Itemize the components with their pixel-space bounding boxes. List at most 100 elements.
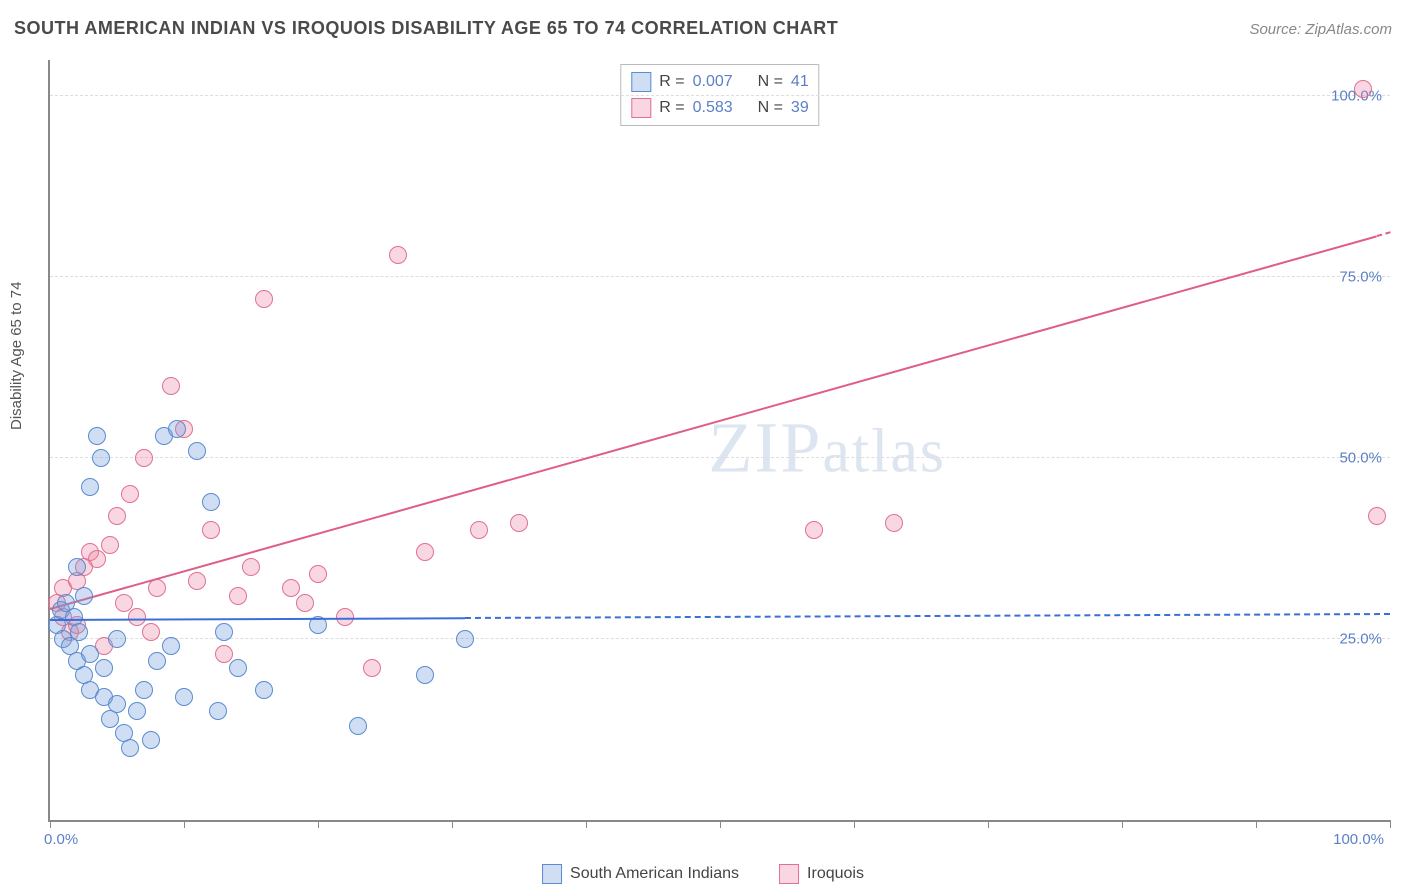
data-point-pink bbox=[115, 594, 133, 612]
data-point-blue bbox=[215, 623, 233, 641]
data-point-blue bbox=[229, 659, 247, 677]
data-point-pink bbox=[121, 485, 139, 503]
chart-plot-area: ZIPatlas R = 0.007 N = 41 R = 0.583 N = … bbox=[48, 60, 1390, 822]
data-point-blue bbox=[88, 427, 106, 445]
xtick bbox=[720, 820, 721, 828]
xtick-label: 100.0% bbox=[1333, 831, 1384, 848]
xtick bbox=[586, 820, 587, 828]
gridline-h bbox=[50, 638, 1390, 639]
watermark-atlas: atlas bbox=[822, 417, 946, 485]
n-value-blue: 41 bbox=[791, 69, 809, 95]
legend-label-blue: South American Indians bbox=[570, 865, 739, 883]
data-point-blue bbox=[68, 558, 86, 576]
data-point-blue bbox=[188, 442, 206, 460]
xtick bbox=[50, 820, 51, 828]
data-point-blue bbox=[456, 630, 474, 648]
ytick-label: 50.0% bbox=[1339, 450, 1382, 467]
data-point-blue bbox=[128, 702, 146, 720]
data-point-pink bbox=[135, 449, 153, 467]
n-value-pink: 39 bbox=[791, 95, 809, 121]
trendline-blue-dashed bbox=[465, 613, 1390, 619]
ytick-label: 25.0% bbox=[1339, 631, 1382, 648]
data-point-pink bbox=[162, 377, 180, 395]
data-point-blue bbox=[75, 587, 93, 605]
data-point-pink bbox=[296, 594, 314, 612]
data-point-pink bbox=[470, 521, 488, 539]
data-point-pink bbox=[363, 659, 381, 677]
data-point-pink bbox=[805, 521, 823, 539]
data-point-blue bbox=[81, 645, 99, 663]
r-value-pink: 0.583 bbox=[693, 95, 733, 121]
data-point-pink bbox=[416, 543, 434, 561]
data-point-blue bbox=[95, 659, 113, 677]
data-point-pink bbox=[188, 572, 206, 590]
data-point-blue bbox=[142, 731, 160, 749]
legend-label-pink: Iroquois bbox=[807, 865, 864, 883]
data-point-blue bbox=[168, 420, 186, 438]
gridline-h bbox=[50, 276, 1390, 277]
legend-item-pink: Iroquois bbox=[779, 864, 864, 884]
bottom-legend: South American Indians Iroquois bbox=[542, 864, 864, 884]
data-point-blue bbox=[121, 739, 139, 757]
gridline-h bbox=[50, 457, 1390, 458]
data-point-pink bbox=[108, 507, 126, 525]
trendline-pink-dashed bbox=[1376, 232, 1390, 238]
source-text: Source: ZipAtlas.com bbox=[1249, 21, 1392, 38]
data-point-pink bbox=[389, 246, 407, 264]
data-point-pink bbox=[202, 521, 220, 539]
y-axis-label: Disability Age 65 to 74 bbox=[8, 282, 25, 430]
stats-row-pink: R = 0.583 N = 39 bbox=[631, 95, 808, 121]
n-label: N = bbox=[758, 95, 783, 121]
ytick-label: 75.0% bbox=[1339, 269, 1382, 286]
data-point-pink bbox=[1354, 80, 1372, 98]
data-point-blue bbox=[148, 652, 166, 670]
legend-swatch-blue bbox=[542, 864, 562, 884]
data-point-pink bbox=[309, 565, 327, 583]
legend-item-blue: South American Indians bbox=[542, 864, 739, 884]
xtick bbox=[184, 820, 185, 828]
data-point-blue bbox=[416, 666, 434, 684]
stats-row-blue: R = 0.007 N = 41 bbox=[631, 69, 808, 95]
data-point-blue bbox=[81, 478, 99, 496]
data-point-blue bbox=[92, 449, 110, 467]
xtick-label: 0.0% bbox=[44, 831, 78, 848]
data-point-pink bbox=[101, 536, 119, 554]
r-value-blue: 0.007 bbox=[693, 69, 733, 95]
data-point-pink bbox=[148, 579, 166, 597]
legend-swatch-pink bbox=[779, 864, 799, 884]
trendline-blue bbox=[50, 617, 465, 621]
n-label: N = bbox=[758, 69, 783, 95]
xtick bbox=[854, 820, 855, 828]
chart-title: SOUTH AMERICAN INDIAN VS IROQUOIS DISABI… bbox=[14, 18, 838, 39]
trendline-pink bbox=[50, 236, 1377, 611]
data-point-pink bbox=[255, 290, 273, 308]
data-point-pink bbox=[88, 550, 106, 568]
swatch-pink bbox=[631, 98, 651, 118]
xtick bbox=[988, 820, 989, 828]
data-point-blue bbox=[108, 630, 126, 648]
data-point-pink bbox=[242, 558, 260, 576]
data-point-pink bbox=[510, 514, 528, 532]
xtick bbox=[318, 820, 319, 828]
data-point-pink bbox=[885, 514, 903, 532]
data-point-blue bbox=[209, 702, 227, 720]
data-point-blue bbox=[70, 623, 88, 641]
data-point-pink bbox=[142, 623, 160, 641]
data-point-pink bbox=[128, 608, 146, 626]
data-point-blue bbox=[162, 637, 180, 655]
data-point-blue bbox=[135, 681, 153, 699]
data-point-pink bbox=[1368, 507, 1386, 525]
data-point-blue bbox=[175, 688, 193, 706]
r-label: R = bbox=[659, 69, 684, 95]
data-point-pink bbox=[215, 645, 233, 663]
data-point-blue bbox=[202, 493, 220, 511]
data-point-pink bbox=[282, 579, 300, 597]
data-point-blue bbox=[349, 717, 367, 735]
xtick bbox=[1256, 820, 1257, 828]
xtick bbox=[452, 820, 453, 828]
swatch-blue bbox=[631, 72, 651, 92]
data-point-blue bbox=[255, 681, 273, 699]
xtick bbox=[1390, 820, 1391, 828]
data-point-blue bbox=[108, 695, 126, 713]
gridline-h bbox=[50, 95, 1390, 96]
